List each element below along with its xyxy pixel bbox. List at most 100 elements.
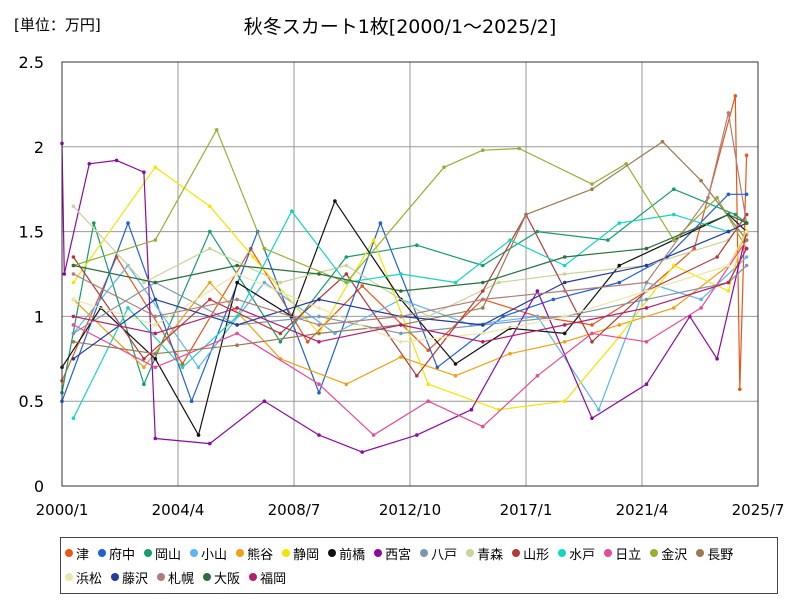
data-point — [180, 362, 185, 366]
data-point — [744, 246, 749, 251]
data-point — [71, 357, 76, 361]
data-point — [208, 441, 212, 446]
data-point — [726, 263, 731, 268]
data-point — [733, 212, 738, 217]
x-tick-label: 2004/4 — [152, 501, 205, 519]
legend-label: 前橋 — [339, 547, 366, 563]
legend-marker-icon — [420, 549, 429, 557]
legend-item: 福岡 — [249, 565, 286, 589]
data-point — [235, 272, 239, 276]
data-point — [672, 238, 676, 242]
data-point — [317, 323, 321, 327]
legend-label: 津 — [76, 547, 90, 563]
data-point — [744, 238, 749, 242]
data-point — [278, 331, 283, 336]
data-point — [344, 255, 349, 259]
legend-marker-icon — [512, 549, 521, 557]
legend-label: 府中 — [109, 547, 136, 563]
data-point — [617, 323, 622, 327]
data-point — [426, 314, 431, 319]
legend-item: 熊谷 — [236, 541, 273, 565]
data-point — [142, 357, 146, 361]
series-lines — [60, 94, 749, 454]
legend-marker-icon — [650, 549, 659, 557]
legend-item: 大阪 — [203, 565, 240, 589]
data-point — [305, 340, 310, 344]
data-point — [317, 433, 321, 437]
series-金沢 — [71, 128, 749, 285]
series-浜松 — [71, 229, 749, 344]
data-point — [399, 340, 403, 344]
legend-label: 八戸 — [431, 547, 458, 563]
data-point — [399, 323, 403, 327]
plot-frame — [61, 61, 759, 487]
data-point — [399, 272, 403, 276]
series-line — [73, 222, 747, 360]
data-point — [399, 355, 403, 359]
legend-marker-icon — [65, 549, 73, 557]
x-tick-label: 2025/7 — [732, 501, 785, 519]
legend-marker-icon — [249, 573, 258, 581]
data-point — [744, 221, 749, 225]
data-point — [114, 158, 119, 163]
data-point — [562, 399, 567, 404]
data-point — [317, 382, 321, 387]
data-point — [644, 382, 649, 387]
data-point — [726, 289, 731, 293]
series-line — [73, 214, 747, 292]
data-point — [481, 148, 485, 152]
legend-label: 青森 — [477, 547, 504, 563]
data-point — [715, 195, 719, 200]
series-line — [61, 193, 747, 402]
legend-label: 大阪 — [214, 571, 241, 587]
data-point — [726, 280, 731, 285]
legend-marker-icon — [190, 549, 199, 557]
series-line — [73, 231, 748, 343]
legend-item: 岡山 — [144, 541, 181, 565]
data-point — [142, 382, 146, 387]
data-point — [562, 331, 567, 336]
data-point — [481, 297, 485, 302]
legend-marker-icon — [157, 573, 166, 581]
legend-item: 浜松 — [65, 565, 102, 589]
series-大阪 — [71, 212, 749, 293]
data-point — [189, 399, 194, 404]
data-point — [62, 272, 67, 276]
data-point — [426, 399, 431, 404]
data-point — [481, 289, 485, 293]
grid-lines — [61, 61, 759, 487]
data-point — [624, 162, 628, 166]
data-point — [208, 204, 212, 208]
data-point — [235, 323, 239, 327]
data-point — [71, 255, 76, 259]
legend-label: 長野 — [707, 547, 734, 563]
data-point — [71, 323, 76, 327]
data-point — [481, 340, 485, 344]
legend-item: 日立 — [604, 541, 641, 565]
data-point — [317, 306, 321, 310]
data-point — [535, 229, 540, 234]
legend-label: 藤沢 — [122, 571, 149, 587]
data-point — [562, 255, 567, 259]
data-point — [214, 128, 219, 132]
data-point — [738, 387, 742, 392]
legend-marker-icon — [696, 549, 705, 557]
data-point — [517, 146, 521, 151]
legend-marker-icon — [604, 549, 613, 557]
data-point — [644, 297, 649, 302]
data-point — [71, 314, 76, 319]
data-point — [699, 306, 703, 310]
data-point — [278, 340, 283, 344]
data-point — [180, 365, 185, 370]
data-point — [71, 272, 76, 276]
data-point — [590, 331, 594, 336]
data-point — [744, 192, 749, 197]
data-point — [453, 362, 458, 366]
data-point — [317, 390, 321, 395]
chart-title: 秋冬スカート1枚[2000/1～2025/2] — [243, 16, 557, 38]
legend-label: 静岡 — [293, 547, 320, 563]
data-point — [617, 280, 622, 285]
data-point — [153, 351, 158, 356]
y-tick-label: 1 — [34, 307, 44, 326]
data-point — [617, 221, 622, 225]
